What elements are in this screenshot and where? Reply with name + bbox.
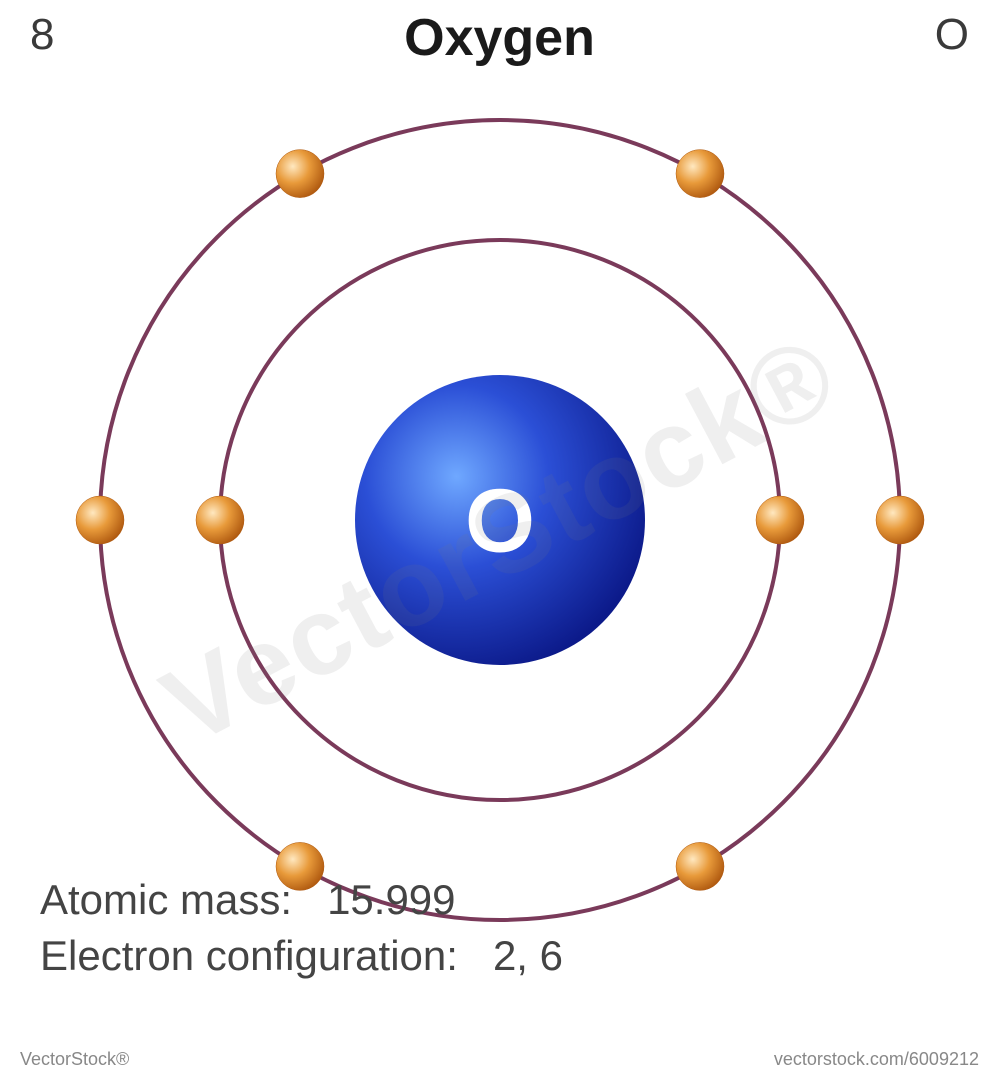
electron-s2-5 [276, 150, 324, 198]
atomic-mass-label: Atomic mass: [40, 876, 292, 923]
electron-s2-1 [876, 496, 924, 544]
electron-config-label: Electron configuration: [40, 932, 458, 979]
header-bar: 8 Oxygen O [0, 0, 999, 60]
electron-s2-4 [76, 496, 124, 544]
atomic-number: 8 [30, 10, 54, 60]
element-symbol-corner: O [935, 10, 969, 60]
electron-config-value: 2, 6 [493, 932, 563, 979]
bohr-model-svg: O [50, 70, 950, 970]
nucleus-symbol: O [464, 472, 534, 572]
bohr-model-diagram: O [50, 70, 950, 970]
footer-id: vectorstock.com/6009212 [774, 1049, 979, 1070]
electron-s1-2 [196, 496, 244, 544]
footer-brand: VectorStock® [20, 1049, 129, 1070]
electron-s2-6 [676, 150, 724, 198]
atomic-mass-line: Atomic mass: 15.999 [40, 872, 563, 929]
electron-s2-2 [676, 842, 724, 890]
electron-config-line: Electron configuration: 2, 6 [40, 928, 563, 985]
element-name-title: Oxygen [404, 8, 595, 68]
footer-bar: VectorStock® vectorstock.com/6009212 [0, 1049, 999, 1070]
atomic-mass-value: 15.999 [327, 876, 455, 923]
element-info: Atomic mass: 15.999 Electron configurati… [40, 872, 563, 985]
electron-s1-1 [756, 496, 804, 544]
